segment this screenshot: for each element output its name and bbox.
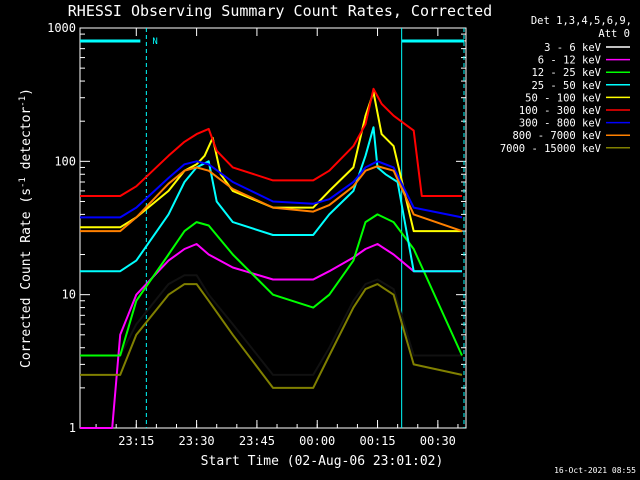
x-axis: 23:15 23:30 23:45 00:00 00:15 00:30	[95, 28, 459, 448]
legend-label: 50 - 100 keV	[525, 92, 602, 104]
y-tick-label: 1000	[47, 21, 76, 35]
legend-label: 300 - 800 keV	[519, 118, 602, 130]
legend-label: 25 - 50 keV	[531, 80, 601, 92]
x-tick-label: 00:00	[299, 434, 335, 448]
series-line-4	[80, 91, 462, 233]
legend-label: 12 - 25 keV	[531, 67, 601, 79]
legend-label: 7000 - 15000 keV	[500, 143, 602, 155]
y-tick-label: 1	[69, 421, 76, 435]
night-marker-label: N	[152, 37, 157, 47]
series-line-8	[80, 283, 463, 389]
series-line-6	[80, 160, 463, 219]
legend-label: 3 - 6 keV	[544, 42, 602, 54]
series-group	[80, 87, 463, 429]
series-line-7	[80, 165, 463, 233]
chart-title: RHESSI Observing Summary Count Rates, Co…	[68, 2, 492, 20]
timestamp-label: 16-Oct-2021 08:55	[554, 466, 636, 475]
x-tick-label: 00:30	[420, 434, 456, 448]
legend-header-line-1: Det 1,3,4,5,6,9,	[531, 15, 632, 27]
y-tick-label: 10	[62, 288, 76, 302]
y-tick-label: 100	[54, 154, 76, 168]
series-line-0	[80, 274, 462, 376]
x-axis-label: Start Time (02-Aug-06 23:01:02)	[201, 454, 444, 469]
legend-label: 6 - 12 keV	[538, 55, 602, 67]
series-line-2	[80, 213, 463, 357]
x-tick-label: 23:15	[118, 434, 154, 448]
night-indicator: N	[80, 28, 465, 428]
legend-label: 100 - 300 keV	[519, 105, 602, 117]
y-axis-label: Corrected Count Rate (s-1 detector-1)	[18, 88, 34, 368]
series-line-3	[80, 126, 462, 273]
plot-frame	[79, 27, 467, 429]
legend-header-line-2: Att 0	[598, 28, 630, 40]
x-tick-label: 23:30	[179, 434, 215, 448]
x-tick-label: 23:45	[239, 434, 275, 448]
x-tick-label: 00:15	[359, 434, 395, 448]
series-line-5	[80, 87, 462, 197]
legend-label: 800 - 7000 keV	[512, 130, 601, 142]
